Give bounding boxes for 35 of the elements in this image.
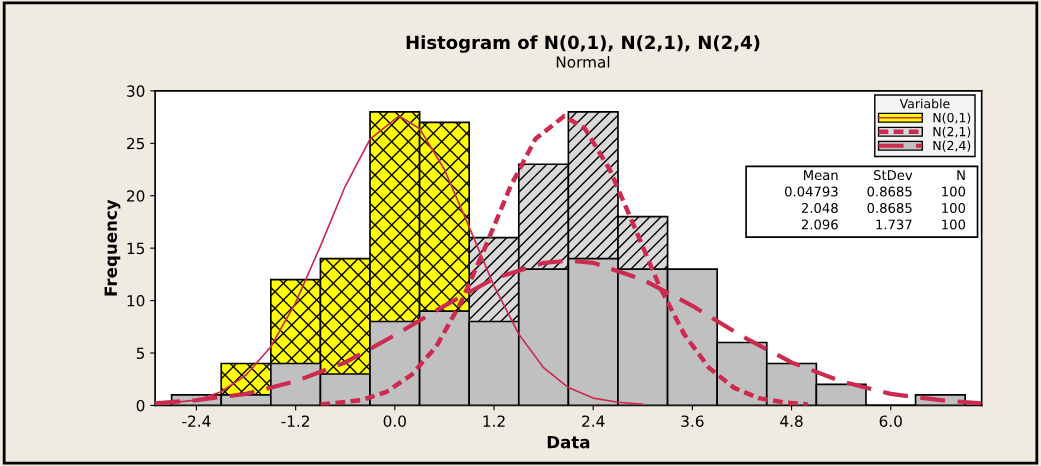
legend-label: N(2,1) (933, 126, 971, 138)
annotation: 0.8685 (867, 186, 912, 197)
x-tick-label: 2.4 (582, 415, 605, 427)
x-tick-label: 6.0 (879, 415, 902, 427)
annotation: 0.8685 (867, 203, 912, 213)
y-tick-label: 20 (127, 190, 145, 202)
chart-title: Histogram of N(0,1), N(2,1), N(2,4) (406, 35, 760, 53)
legend-label: N(2,4) (933, 140, 971, 152)
annotation: StDev (873, 170, 913, 181)
x-tick-label: 1.2 (483, 415, 505, 427)
x-tick-label: 3.6 (681, 415, 704, 427)
legend-title: Variable (899, 98, 950, 109)
chart-subtitle: Normal (556, 55, 610, 68)
y-tick-label: 0 (136, 399, 145, 412)
annotation: 2.048 (801, 203, 838, 213)
annotation: 100 (942, 186, 966, 197)
annotation: N (957, 170, 965, 180)
x-tick-label: 0.0 (383, 415, 406, 427)
annotation: 100 (942, 203, 966, 213)
y-tick-label: 30 (127, 85, 145, 97)
y-tick-label: 25 (127, 137, 145, 150)
x-axis-title: Data (547, 436, 590, 449)
x-tick-label: -2.4 (182, 415, 211, 427)
annotation: 2.096 (801, 219, 838, 230)
x-tick-label: 4.8 (780, 415, 803, 427)
legend-label: N(0,1) (933, 112, 971, 124)
annotation: 100 (942, 219, 966, 230)
annotation: Mean (804, 170, 838, 181)
y-axis-title: Frequency (104, 199, 121, 296)
annotation: 0.04793 (784, 186, 838, 197)
x-tick-label: -1.2 (281, 415, 309, 427)
annotation: 1.737 (876, 219, 912, 230)
y-tick-label: 15 (127, 242, 145, 255)
y-tick-label: 5 (136, 347, 145, 360)
y-tick-label: 10 (127, 295, 145, 307)
